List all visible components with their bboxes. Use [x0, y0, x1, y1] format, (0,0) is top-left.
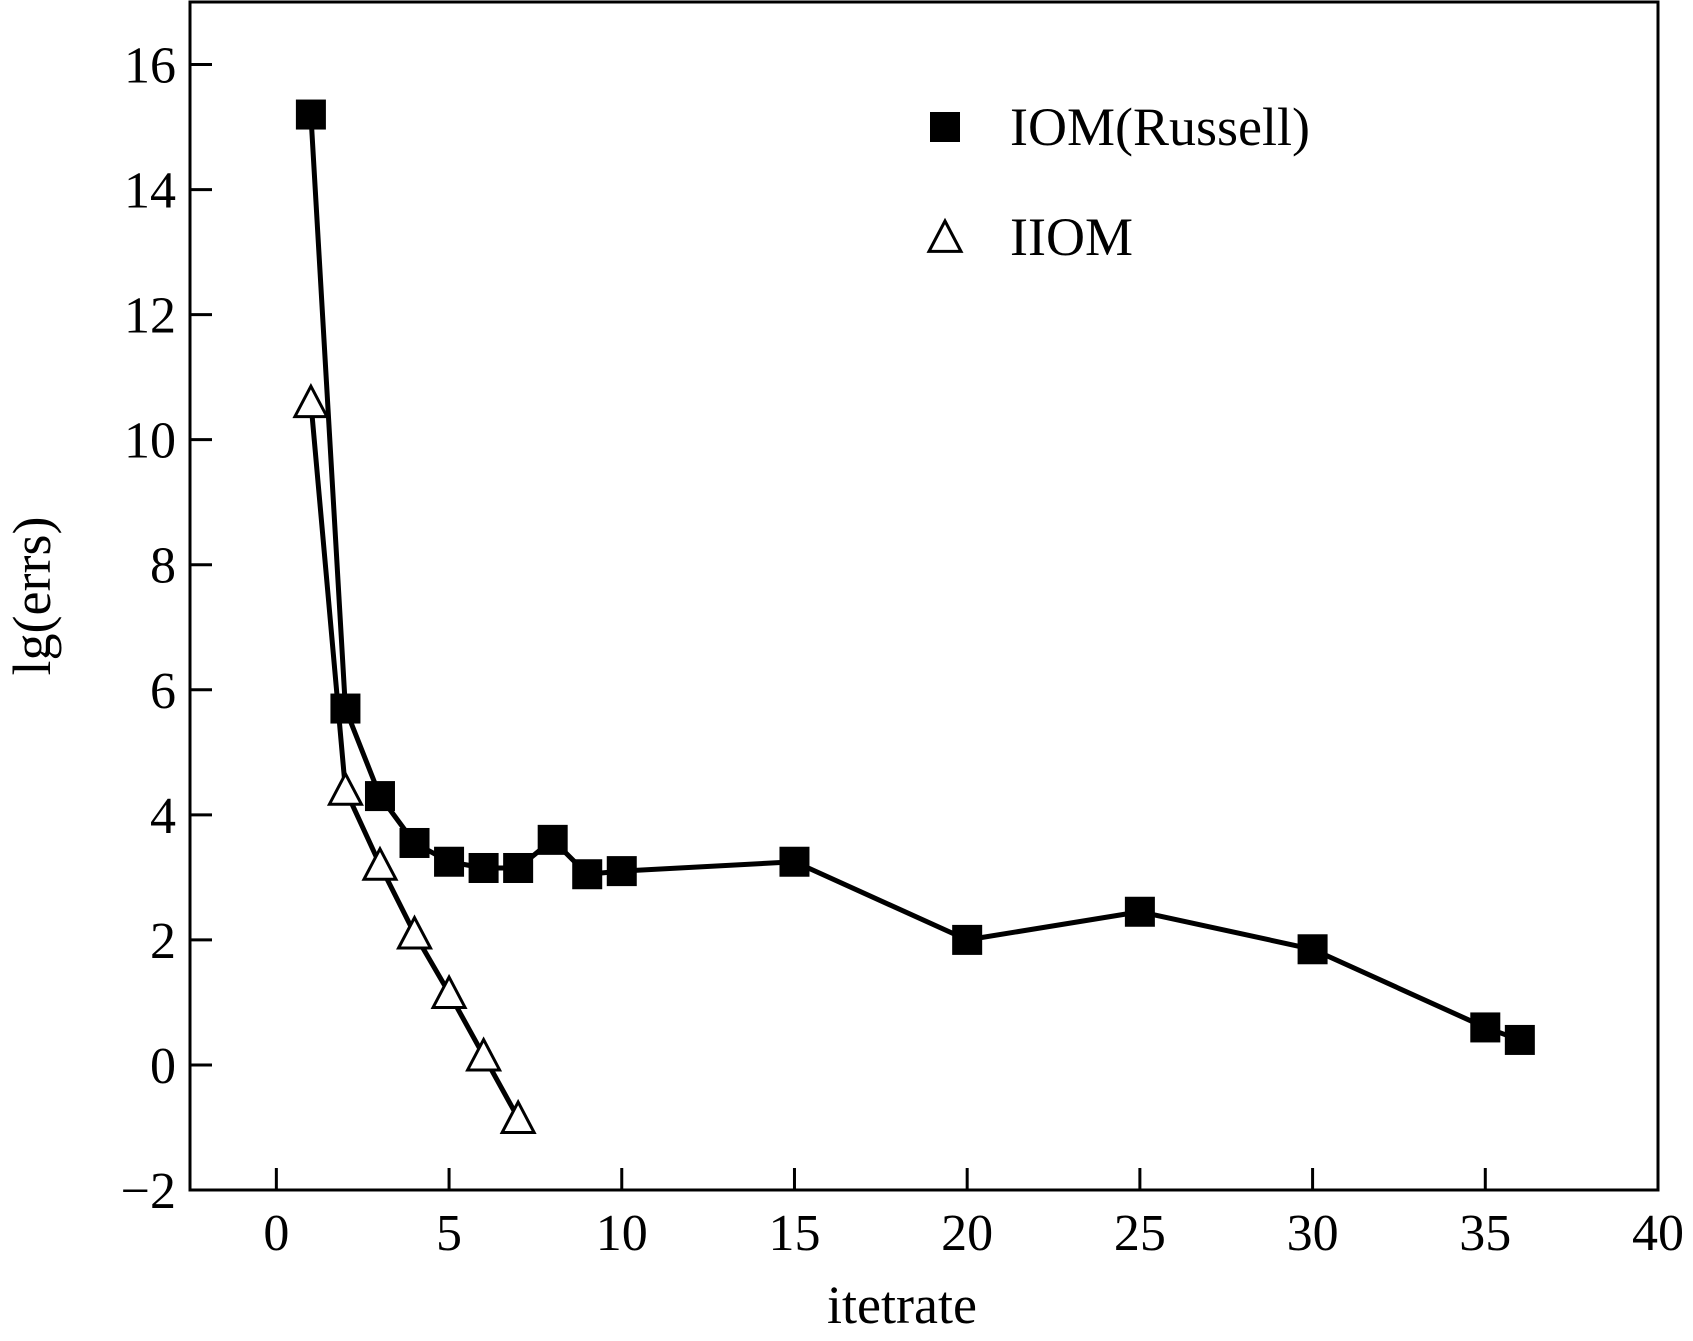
x-tick-label: 15	[768, 1205, 820, 1262]
x-tick-label: 20	[941, 1205, 993, 1262]
y-tick-label: 0	[150, 1038, 176, 1095]
legend: IOM(Russell) IIOM	[926, 97, 1310, 267]
x-axis-ticks: 0 5 10 15 20 25 30 35 40	[263, 1168, 1684, 1262]
y-tick-label: 12	[124, 288, 176, 345]
x-tick-label: 10	[596, 1205, 648, 1262]
series-markers	[292, 99, 1535, 1134]
x-axis-title: itetrate	[827, 1275, 977, 1335]
y-tick-label: 2	[150, 913, 176, 970]
legend-marker-iiom	[926, 217, 964, 253]
point-iom-russell	[364, 781, 395, 812]
point-iiom	[465, 1036, 503, 1072]
line-iom-russell	[308, 114, 1521, 1043]
x-tick-label: 0	[263, 1205, 289, 1262]
point-iom-russell	[1504, 1024, 1535, 1055]
legend-label-iiom: IIOM	[1010, 207, 1133, 267]
point-iiom	[396, 914, 434, 950]
point-iom-russell	[1297, 934, 1328, 965]
y-tick-label: 4	[150, 788, 176, 845]
plot-frame	[188, 0, 1660, 1192]
line-iiom	[308, 401, 521, 1120]
point-iom-russell	[330, 693, 361, 724]
x-tick-label: 5	[436, 1205, 462, 1262]
point-iom-russell	[434, 846, 465, 877]
y-axis-ticks: −2 0 2 4 6 8 10 12 14 16	[121, 38, 212, 1220]
point-iom-russell	[503, 852, 534, 883]
y-tick-label: 14	[124, 163, 176, 220]
x-tick-label: 40	[1632, 1205, 1684, 1262]
point-iiom	[361, 845, 399, 881]
y-axis-title: lg(errs)	[2, 517, 62, 676]
point-iom-russell	[572, 859, 603, 890]
y-tick-label: 8	[150, 538, 176, 595]
y-tick-label: −2	[121, 1163, 176, 1220]
point-iom-russell	[399, 827, 430, 858]
point-iiom	[430, 973, 468, 1009]
point-iom-russell	[779, 846, 810, 877]
series-lines	[308, 114, 1521, 1120]
y-tick-label: 10	[124, 413, 176, 470]
point-iom-russell	[537, 824, 568, 855]
point-iom-russell	[1470, 1012, 1501, 1043]
point-iiom	[292, 382, 330, 419]
point-iom-russell	[295, 99, 326, 130]
x-tick-label: 35	[1459, 1205, 1511, 1262]
point-iom-russell	[1124, 896, 1155, 927]
x-tick-label: 30	[1287, 1205, 1339, 1262]
y-tick-label: 16	[124, 38, 176, 95]
y-tick-label: 6	[150, 663, 176, 720]
point-iom-russell	[606, 856, 637, 887]
x-tick-label: 25	[1114, 1205, 1166, 1262]
legend-marker-iom-russell	[930, 112, 960, 142]
point-iom-russell	[952, 924, 983, 955]
point-iiom	[499, 1098, 537, 1134]
point-iom-russell	[468, 852, 499, 883]
legend-label-iom-russell: IOM(Russell)	[1010, 97, 1310, 157]
point-iiom	[326, 770, 364, 806]
